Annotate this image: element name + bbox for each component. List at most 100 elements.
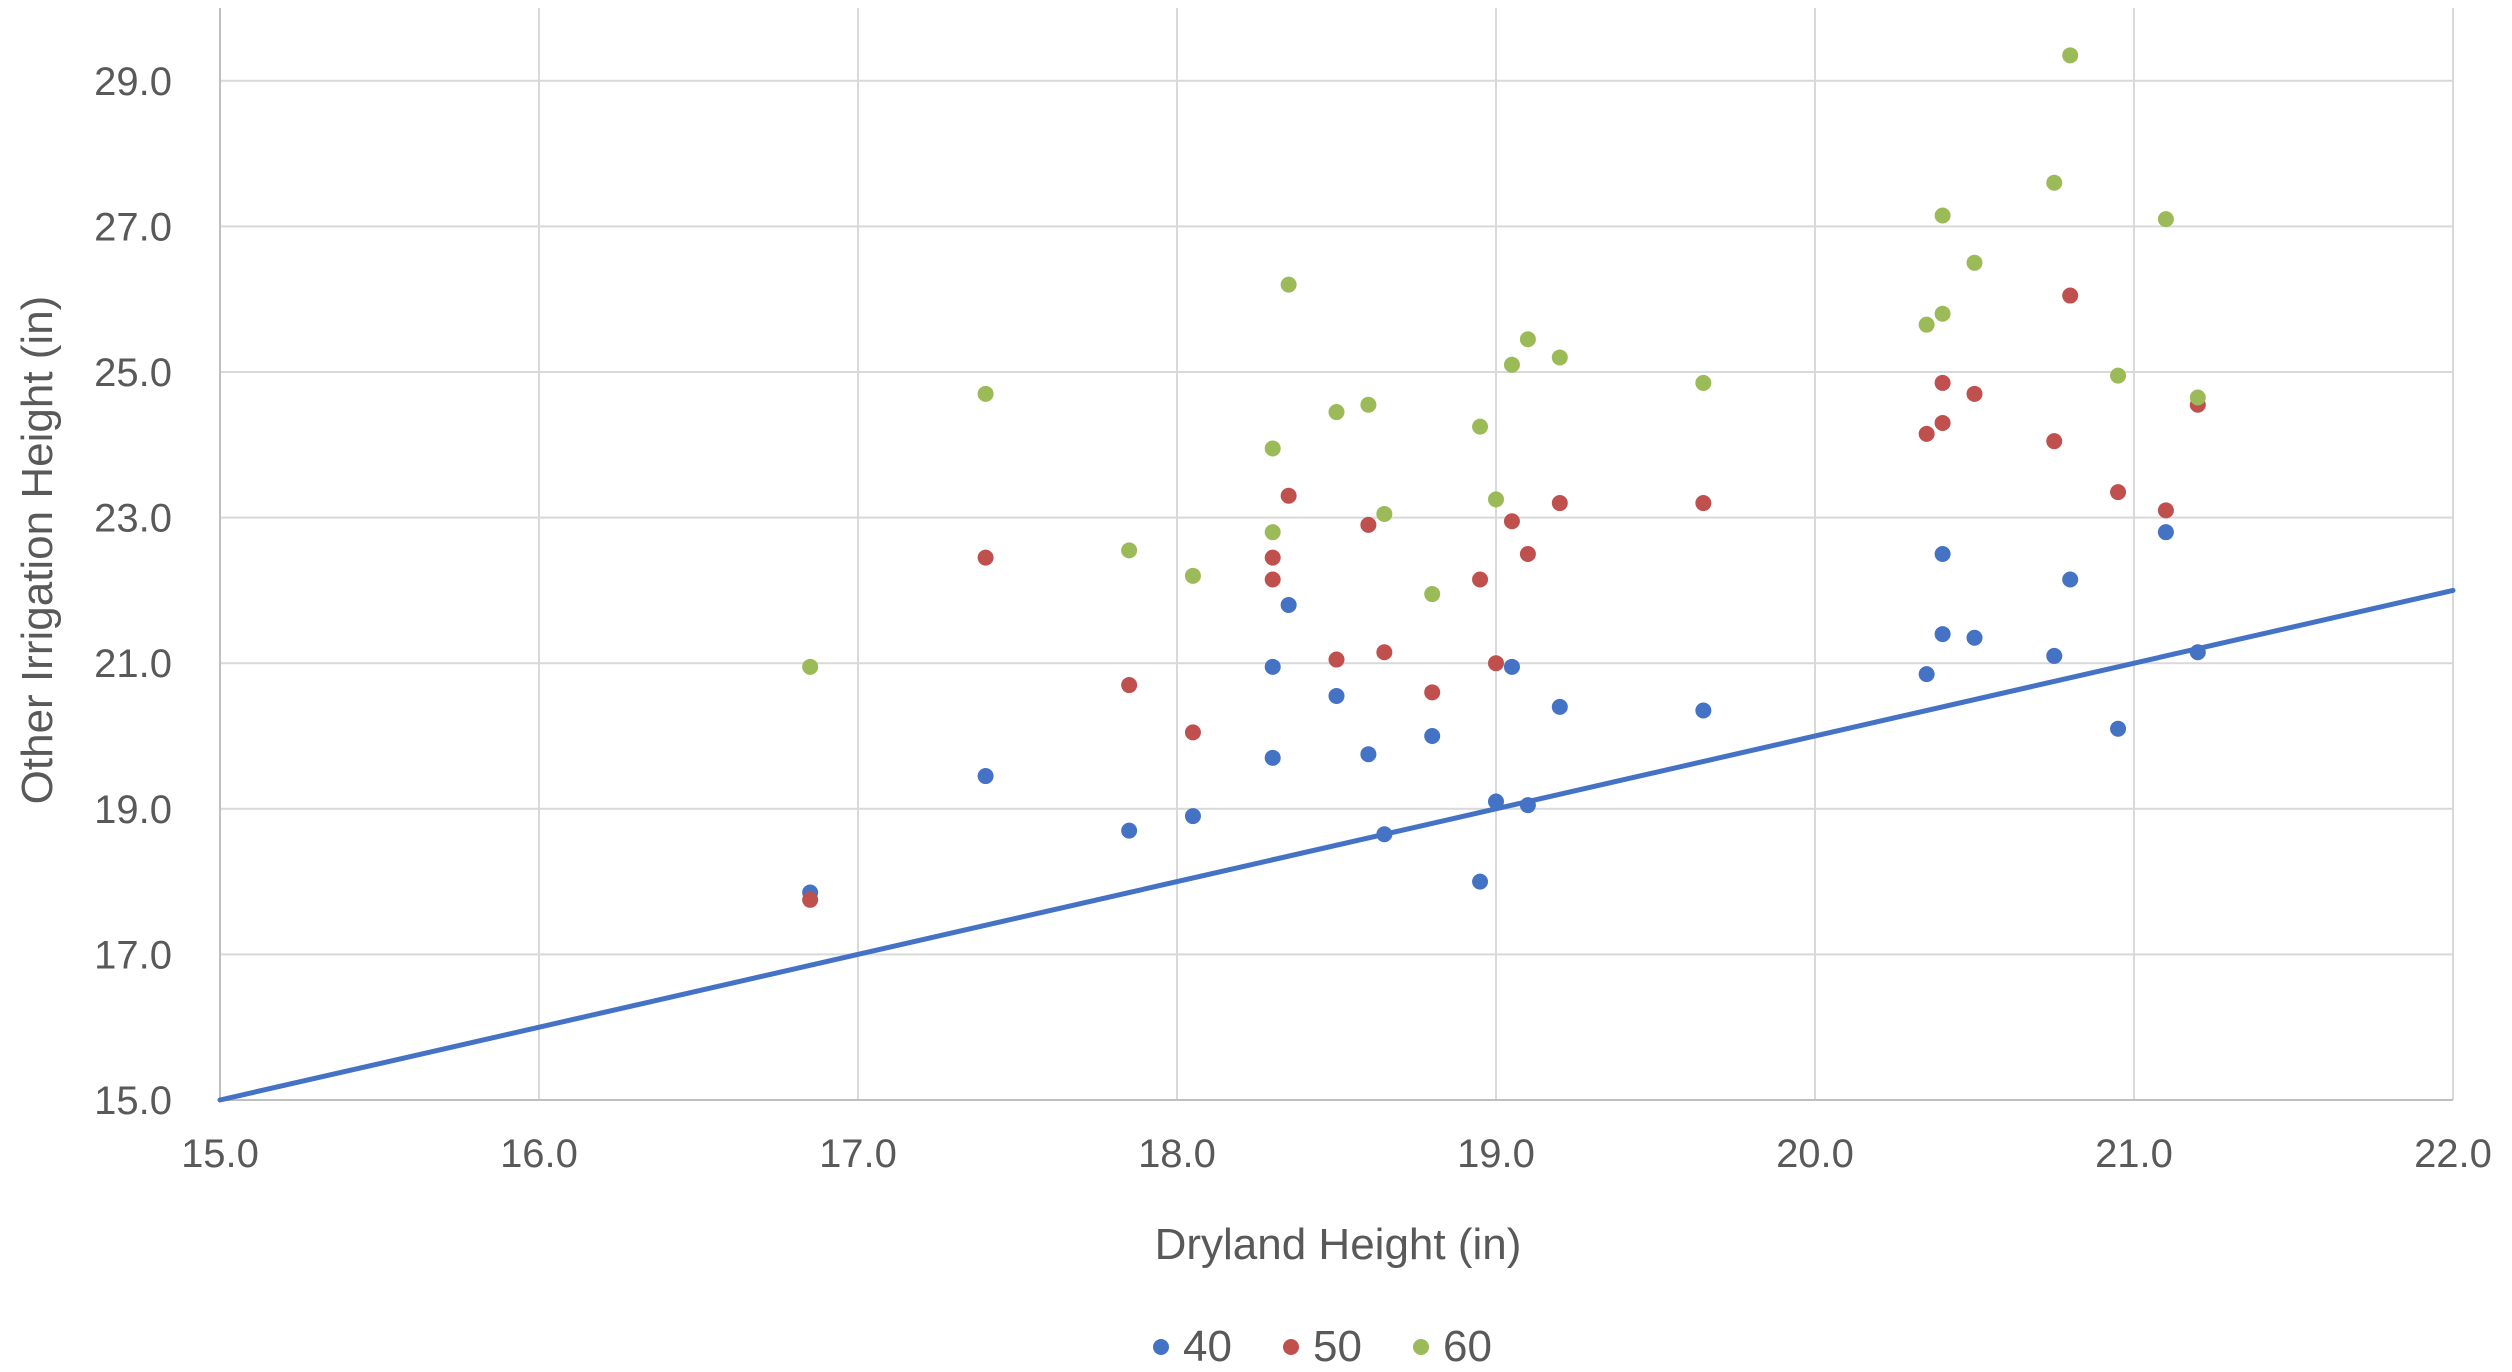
point-series-40-2 — [1121, 822, 1138, 839]
legend: 40 50 60 — [1153, 1322, 1492, 1371]
point-series-50-6 — [1280, 487, 1297, 504]
point-series-60-14 — [1519, 331, 1536, 348]
legend-label-40: 40 — [1183, 1322, 1232, 1371]
point-series-40-12 — [1488, 793, 1504, 810]
x-tick-label-2: 17.0 — [819, 1132, 897, 1176]
legend-item-50: 50 — [1283, 1322, 1362, 1371]
point-series-60-10 — [1424, 586, 1441, 603]
point-series-50-16 — [1695, 495, 1712, 512]
point-series-50-13 — [1503, 513, 1520, 530]
legend-marker-50 — [1283, 1339, 1299, 1355]
point-series-50-7 — [1328, 651, 1345, 668]
point-series-50-12 — [1488, 655, 1504, 672]
x-tick-label-5: 20.0 — [1776, 1132, 1854, 1176]
point-series-40-15 — [1551, 698, 1568, 715]
point-series-40-19 — [1934, 546, 1951, 562]
y-tick-label-7: 29.0 — [94, 60, 172, 104]
point-series-60-17 — [1918, 316, 1935, 333]
point-series-60-13 — [1503, 356, 1520, 373]
point-series-50-4 — [1264, 571, 1281, 588]
point-series-60-24 — [2157, 211, 2174, 228]
point-series-40-18 — [1934, 626, 1951, 643]
point-series-40-24 — [2157, 524, 2174, 541]
data-points — [802, 47, 2206, 908]
legend-item-60: 60 — [1413, 1322, 1492, 1371]
series-60 — [802, 47, 2206, 675]
point-series-60-20 — [1966, 254, 1983, 271]
point-series-40-7 — [1328, 687, 1345, 704]
point-series-50-22 — [2062, 287, 2079, 304]
point-series-40-14 — [1519, 797, 1536, 814]
x-tick-label-3: 18.0 — [1138, 1132, 1216, 1176]
y-tick-label-5: 25.0 — [94, 351, 172, 395]
y-tick-label-4: 23.0 — [94, 497, 172, 541]
x-axis-title: Dryland Height (in) — [1155, 1220, 1522, 1269]
point-series-50-24 — [2157, 502, 2174, 519]
point-series-60-11 — [1472, 418, 1489, 435]
point-series-40-4 — [1264, 749, 1281, 766]
point-series-50-8 — [1360, 516, 1377, 533]
point-series-40-25 — [2189, 644, 2206, 661]
legend-label-60: 60 — [1443, 1322, 1492, 1371]
point-series-60-5 — [1264, 524, 1281, 541]
point-series-40-13 — [1503, 658, 1520, 675]
point-series-60-3 — [1184, 567, 1201, 584]
point-series-60-2 — [1121, 542, 1138, 559]
reference-line-layer — [217, 587, 2456, 1103]
x-tick-label-7: 22.0 — [2414, 1132, 2492, 1176]
point-series-50-19 — [1934, 374, 1951, 391]
point-series-40-20 — [1966, 629, 1983, 646]
point-series-60-21 — [2046, 174, 2063, 191]
point-series-40-5 — [1264, 658, 1281, 675]
point-series-50-21 — [2046, 433, 2063, 450]
legend-marker-40 — [1153, 1339, 1169, 1355]
point-series-60-12 — [1488, 491, 1504, 508]
x-axis-tick-labels: 15.0 16.0 17.0 18.0 19.0 20.0 21.0 22.0 — [181, 1132, 2492, 1176]
point-series-40-1 — [977, 768, 994, 785]
point-series-60-25 — [2189, 389, 2206, 406]
point-series-50-11 — [1472, 571, 1489, 588]
point-series-50-23 — [2110, 484, 2127, 501]
y-tick-label-6: 27.0 — [94, 205, 172, 249]
x-tick-label-1: 16.0 — [500, 1132, 578, 1176]
point-series-40-22 — [2062, 571, 2079, 588]
point-series-50-2 — [1121, 677, 1138, 694]
legend-label-50: 50 — [1313, 1322, 1362, 1371]
legend-marker-60 — [1413, 1339, 1429, 1355]
point-series-50-18 — [1934, 414, 1951, 431]
point-series-60-6 — [1280, 276, 1297, 293]
point-series-40-16 — [1695, 702, 1712, 719]
point-series-50-9 — [1376, 644, 1393, 661]
point-series-50-14 — [1519, 546, 1536, 562]
point-series-40-23 — [2110, 720, 2127, 737]
point-series-50-0 — [802, 891, 819, 908]
point-series-40-9 — [1376, 826, 1393, 843]
point-series-40-10 — [1424, 728, 1441, 744]
x-tick-label-4: 19.0 — [1457, 1132, 1535, 1176]
point-series-60-22 — [2062, 47, 2079, 64]
point-series-50-15 — [1551, 495, 1568, 512]
gridlines — [219, 8, 2454, 1101]
x-tick-label-0: 15.0 — [181, 1132, 259, 1176]
point-series-50-1 — [977, 549, 994, 566]
point-series-40-3 — [1184, 808, 1201, 825]
point-series-60-1 — [977, 385, 994, 402]
y-tick-label-0: 15.0 — [94, 1079, 172, 1123]
point-series-60-16 — [1695, 374, 1712, 391]
point-series-60-0 — [802, 658, 819, 675]
point-series-50-20 — [1966, 385, 1983, 402]
point-series-60-23 — [2110, 367, 2127, 384]
x-tick-label-6: 21.0 — [2095, 1132, 2173, 1176]
y-axis-title: Other Irrigation Height (in) — [13, 296, 62, 805]
y-tick-label-1: 17.0 — [94, 933, 172, 977]
point-series-60-4 — [1264, 440, 1281, 457]
point-series-60-9 — [1376, 505, 1393, 522]
point-series-40-8 — [1360, 746, 1377, 763]
point-series-40-21 — [2046, 647, 2063, 664]
point-series-60-8 — [1360, 396, 1377, 413]
point-series-60-18 — [1934, 305, 1951, 322]
point-series-40-6 — [1280, 596, 1297, 613]
series-50 — [802, 287, 2206, 908]
